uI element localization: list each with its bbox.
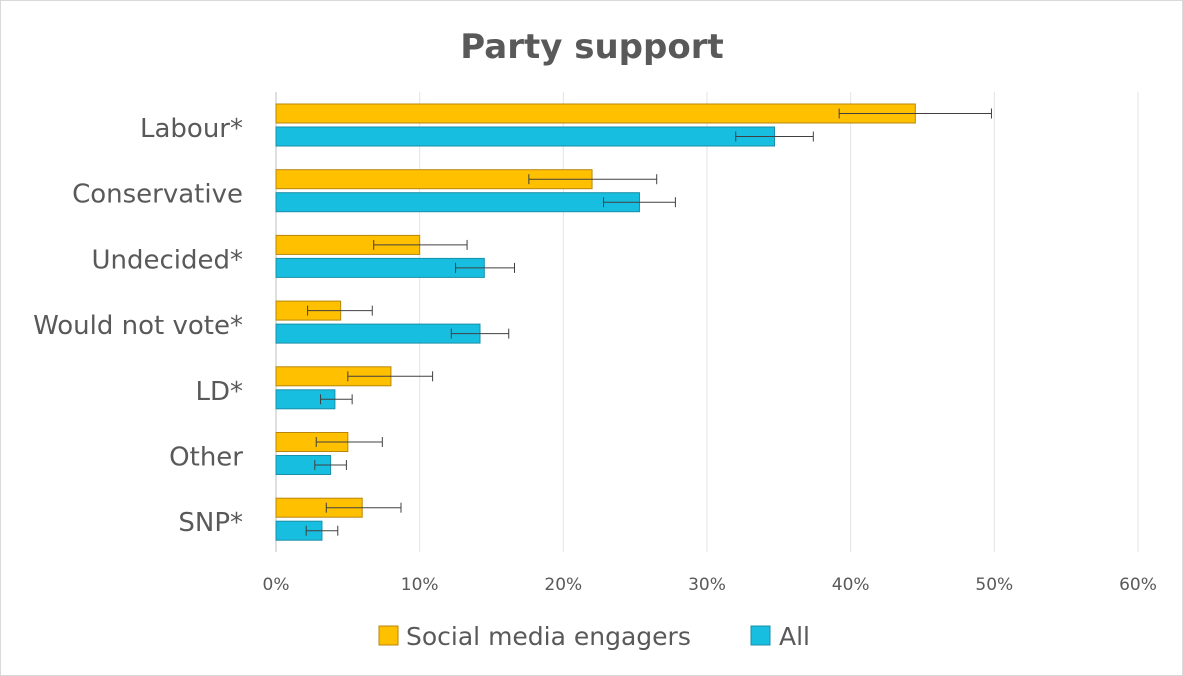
error-bars xyxy=(305,108,992,536)
x-tick-label: 30% xyxy=(688,575,726,595)
category-label: Other xyxy=(169,443,243,473)
x-tick-label: 50% xyxy=(975,575,1013,595)
category-label: SNP* xyxy=(178,508,243,538)
legend-swatch xyxy=(750,625,771,646)
bars xyxy=(275,103,916,541)
bar xyxy=(275,126,776,147)
legend-label: Social media engagers xyxy=(406,622,691,651)
legend-label: All xyxy=(779,622,810,651)
x-tick-label: 20% xyxy=(544,575,582,595)
category-labels: Labour* Conservative Undecided* Would not v… xyxy=(33,114,243,538)
category-label: Conservative xyxy=(72,180,243,210)
x-tick-label: 60% xyxy=(1119,575,1157,595)
bar xyxy=(275,103,916,124)
category-label: Undecided* xyxy=(91,245,243,275)
legend: Social media engagers All xyxy=(378,622,810,651)
x-tick-label: 0% xyxy=(263,575,290,595)
gridlines xyxy=(275,92,1139,552)
bar xyxy=(275,323,481,344)
category-label: Would not vote* xyxy=(33,311,243,341)
category-label: Labour* xyxy=(140,114,243,144)
x-tick-label: 40% xyxy=(832,575,870,595)
legend-swatch xyxy=(378,625,399,646)
category-label: LD* xyxy=(195,377,243,407)
x-tick-label: 10% xyxy=(401,575,439,595)
chart-title: Party support xyxy=(460,27,723,67)
bar xyxy=(275,192,640,213)
x-tick-labels: 0% 10% 20% 30% 40% 50% 60% xyxy=(263,575,1157,595)
bar xyxy=(275,257,485,278)
